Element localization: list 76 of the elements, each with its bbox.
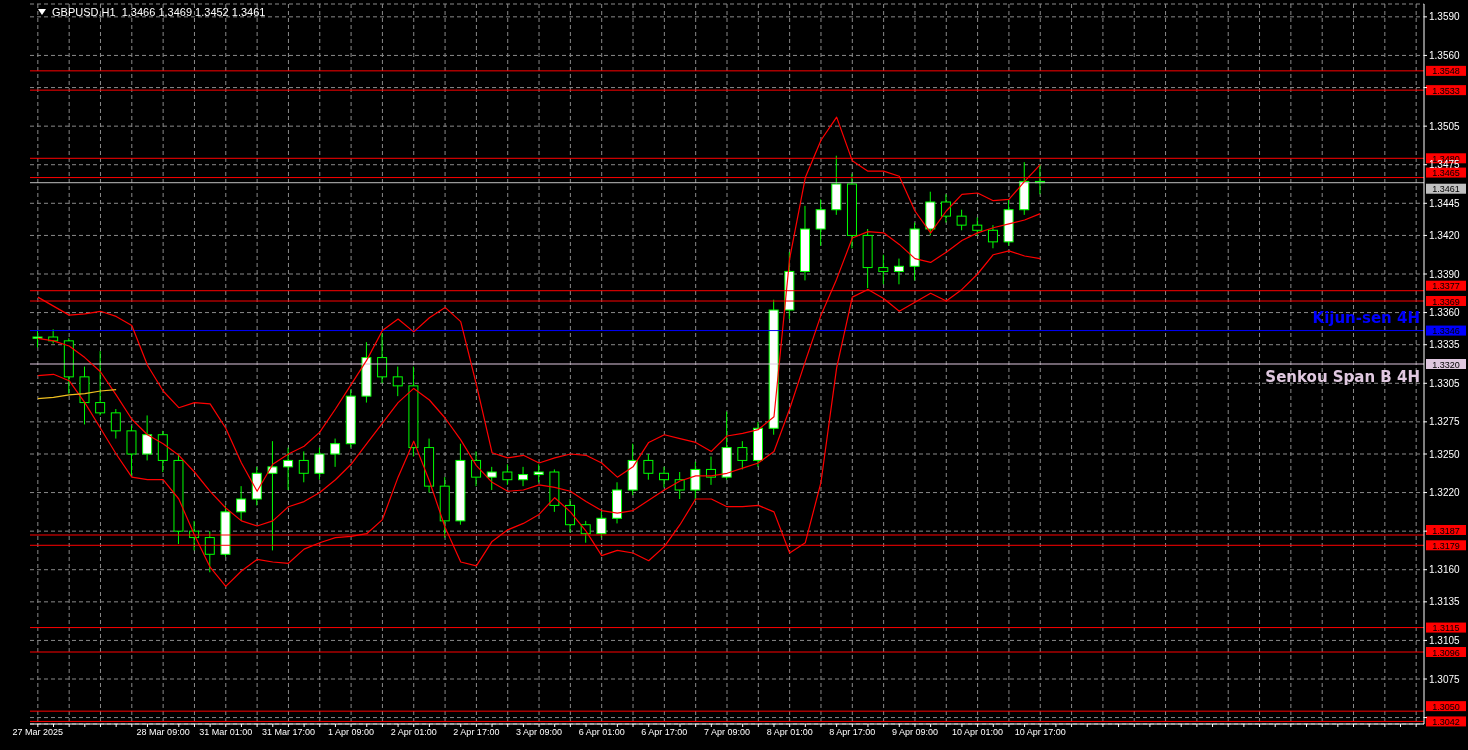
x-tick-label: 28 Mar 09:00 — [136, 727, 190, 738]
x-tick-label: 6 Apr 01:00 — [578, 727, 625, 738]
candlestick — [392, 366, 403, 397]
x-tick-label: 27 Mar 2025 — [12, 727, 64, 738]
y-tick-label: 1.3250 — [1429, 448, 1461, 460]
candlestick — [283, 447, 294, 491]
x-tick-label: 2 Apr 17:00 — [453, 727, 500, 738]
candlestick — [314, 447, 325, 481]
candlestick — [596, 511, 607, 539]
ref-line-label: 1.3377 — [1432, 281, 1460, 292]
y-tick-label: 1.3445 — [1429, 197, 1461, 209]
candlestick — [298, 450, 309, 483]
x-tick-label: 6 Apr 17:00 — [641, 727, 688, 738]
ref-line-label: 1.3096 — [1432, 647, 1460, 658]
ref-line-label: 1.3115 — [1432, 623, 1460, 634]
candlestick — [126, 425, 137, 477]
candlestick — [95, 350, 106, 416]
candlestick — [486, 466, 497, 491]
candlestick — [878, 254, 889, 285]
x-tick-label: 9 Apr 09:00 — [891, 727, 938, 738]
y-tick-label: 1.3105 — [1429, 634, 1461, 646]
candlestick — [737, 440, 748, 470]
ref-line-label: 1.3346 — [1432, 326, 1460, 337]
ref-line-label: 1.3533 — [1432, 85, 1460, 96]
x-tick-label: 8 Apr 17:00 — [829, 727, 876, 738]
candlestick — [893, 258, 904, 285]
x-tick-label: 7 Apr 09:00 — [703, 727, 751, 738]
y-tick-label: 1.3505 — [1429, 120, 1461, 132]
x-tick-label: 1 Apr 09:00 — [328, 727, 375, 738]
candlestick — [471, 450, 482, 487]
x-tick-label: 31 Mar 17:00 — [261, 727, 315, 738]
x-tick-label: 10 Apr 01:00 — [952, 727, 1004, 738]
y-tick-label: 1.3275 — [1429, 416, 1461, 428]
ref-line-label: 1.3548 — [1432, 66, 1460, 77]
x-tick-label: 2 Apr 01:00 — [390, 727, 437, 738]
candlestick — [110, 408, 121, 440]
y-tick-label: 1.3420 — [1429, 229, 1461, 241]
x-tick-label: 10 Apr 17:00 — [1014, 727, 1066, 738]
ref-line-label: 1.3320 — [1432, 359, 1460, 370]
y-tick-label: 1.3160 — [1429, 564, 1461, 576]
chart-title: GBPUSD,H1 1.3466 1.3469 1.3452 1.3461 — [52, 6, 266, 18]
ref-line-label: 1.3187 — [1432, 525, 1460, 536]
candlestick — [659, 466, 670, 488]
candlestick — [987, 224, 998, 249]
y-tick-label: 1.3560 — [1429, 49, 1461, 61]
y-tick-label: 1.3360 — [1429, 307, 1461, 319]
y-tick-label: 1.3590 — [1429, 11, 1461, 23]
y-tick-label: 1.3305 — [1429, 377, 1461, 389]
y-tick-label: 1.3075 — [1429, 673, 1461, 685]
candlestick — [330, 438, 341, 468]
ref-line-label: 1.3042 — [1432, 716, 1460, 727]
candlestick — [518, 466, 529, 487]
candlestick — [956, 209, 967, 231]
candlestick — [267, 440, 278, 551]
candlestick — [815, 198, 826, 247]
candlestick — [204, 530, 215, 573]
x-tick-label: 31 Mar 01:00 — [199, 727, 253, 738]
annotation: Senkou Span B 4H — [1265, 368, 1420, 386]
line-series — [37, 389, 117, 400]
y-tick-label: 1.3335 — [1429, 339, 1461, 351]
y-tick-label: 1.3135 — [1429, 596, 1461, 608]
candlestick — [142, 414, 153, 461]
annotation: Kijun-sen 4H — [1312, 308, 1420, 327]
ref-line-label: 1.3179 — [1432, 540, 1460, 551]
candlestick — [236, 485, 247, 522]
candlestick — [643, 453, 654, 481]
candlestick — [377, 332, 388, 384]
y-tick-label: 1.3390 — [1429, 268, 1461, 280]
ref-line-label: 1.3461 — [1432, 184, 1460, 195]
ref-line-label: 1.3465 — [1432, 168, 1460, 179]
y-tick-label: 1.3220 — [1429, 487, 1461, 499]
candlestick — [502, 463, 513, 486]
ref-line-label: 1.3369 — [1432, 296, 1460, 307]
ref-line-label: 1.3050 — [1432, 701, 1460, 712]
x-tick-label: 3 Apr 09:00 — [516, 727, 563, 738]
x-tick-label: 8 Apr 01:00 — [766, 727, 813, 738]
